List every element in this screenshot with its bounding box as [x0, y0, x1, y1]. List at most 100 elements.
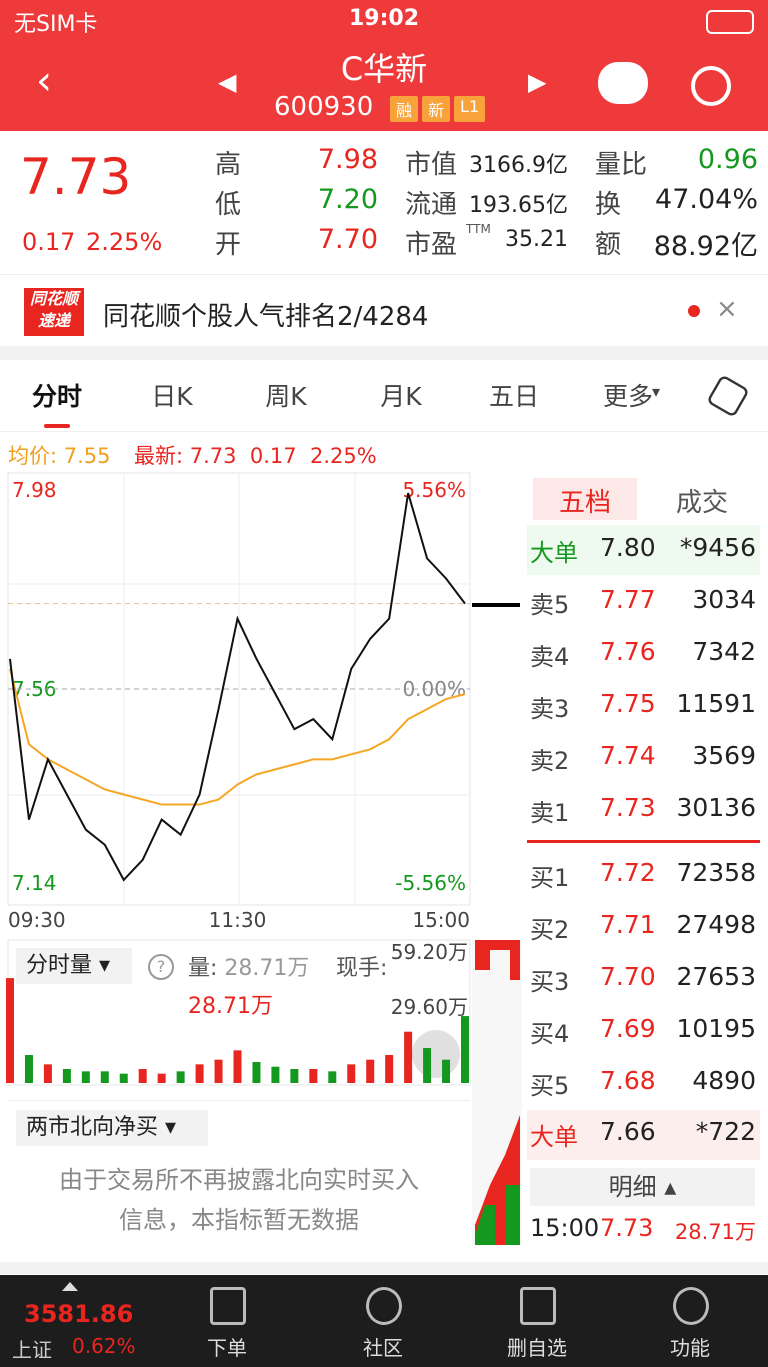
tab-selected-bg [533, 478, 637, 520]
volume-bar [442, 1059, 451, 1083]
selector-label: 分时量 [26, 953, 93, 978]
x-tick-label: 09:30 [8, 908, 66, 932]
prev-stock[interactable]: ◀ [218, 68, 237, 96]
book-label: 大单 [530, 539, 578, 567]
logo-top: 同花顺 [29, 289, 78, 308]
detail-toggle[interactable]: 明细 ▴ [530, 1168, 755, 1206]
news-close[interactable]: × [716, 294, 738, 324]
book-price: 7.66 [600, 1117, 656, 1146]
volume-bar [119, 1073, 128, 1083]
next-stock[interactable]: ▶ [528, 68, 547, 96]
y-tick-label: 7.98 [12, 478, 57, 502]
stat-label: 高 [215, 150, 242, 180]
avg-label: 均价: [8, 444, 58, 468]
north-title: 两市北向净买 [26, 1115, 159, 1140]
news-dot [688, 305, 700, 317]
index-pct: 0.62% [72, 1334, 136, 1358]
book-tab[interactable]: 成交 [675, 488, 728, 518]
help-icon[interactable]: ? [148, 954, 174, 980]
book-volume: *722 [695, 1117, 756, 1146]
book-volume: 27498 [676, 910, 756, 939]
divider [0, 274, 768, 275]
tab[interactable]: 日K [151, 382, 193, 411]
book-price: 7.75 [600, 689, 656, 718]
volume-bar [347, 1064, 356, 1083]
volume-bar [233, 1050, 242, 1083]
north-selector[interactable]: 两市北向净买 ▾ [16, 1110, 208, 1146]
latest-change: 0.17 [249, 444, 297, 468]
bigorder-bg [527, 1110, 760, 1160]
price-frame [7, 472, 471, 906]
avg-value: 7.55 [63, 444, 111, 468]
book-tab[interactable]: 五档 [558, 488, 611, 518]
volume-selector[interactable]: 分时量 ▾ [16, 948, 132, 984]
latest-value: 7.73 [189, 444, 237, 468]
index-value[interactable]: 3581.86 [24, 1300, 134, 1328]
volume-bar [423, 1048, 432, 1083]
nav-label[interactable]: 社区 [363, 1336, 403, 1360]
trade-volume: 28.71万 [674, 1220, 756, 1244]
news-text[interactable]: 同花顺个股人气排名2/4284 [103, 302, 429, 332]
book-volume: 27653 [676, 962, 756, 991]
fullscreen-button[interactable] [412, 1030, 460, 1078]
stat-value: 193.65亿 [469, 193, 568, 218]
book-price: 7.72 [600, 858, 656, 887]
carrier: 无SIM卡 [14, 12, 98, 37]
trade-price: 7.73 [600, 1214, 654, 1242]
volume-bar [214, 1059, 223, 1083]
tab[interactable]: 分时 [31, 382, 82, 411]
stat-value: 7.98 [317, 144, 378, 175]
volume-info: 量: 28.71万 [188, 950, 309, 982]
stat-value: 35.21 [505, 227, 568, 252]
tab[interactable]: 更多 [602, 382, 653, 411]
volume-bar [100, 1071, 109, 1083]
volume-bar [157, 1073, 166, 1083]
y-tick-label: 59.20万 [391, 940, 468, 964]
nav-label[interactable]: 下单 [207, 1336, 247, 1360]
volume-bar [81, 1071, 90, 1083]
settings-icon[interactable] [706, 374, 750, 418]
robot-icon[interactable] [598, 62, 648, 104]
stat-value: 7.70 [317, 224, 378, 255]
volume-bar [290, 1069, 299, 1083]
stock-name: C华新 [340, 50, 428, 88]
tab[interactable]: 月K [380, 382, 422, 411]
badges: 融新 L1 [390, 96, 486, 122]
news-logo: 同花顺 速递 [24, 288, 84, 336]
expand-icon[interactable] [62, 1282, 78, 1291]
message-line: 信息，本指标暂无数据 [119, 1206, 359, 1234]
book-price: 7.73 [600, 793, 656, 822]
book-divider [527, 840, 760, 843]
divider [0, 431, 768, 432]
gap [0, 346, 768, 360]
nav-icon[interactable] [520, 1287, 556, 1325]
book-volume: 30136 [676, 793, 756, 822]
tick-decor [475, 940, 520, 980]
dropdown-arrow: ▾ [652, 382, 661, 401]
x-tick-label: 15:00 [412, 908, 470, 932]
book-volume: 4890 [692, 1066, 756, 1095]
nav-label[interactable]: 删自选 [507, 1336, 567, 1360]
tab[interactable]: 周K [265, 382, 307, 411]
index-name: 上证 [12, 1338, 52, 1362]
stat-label: 换 [595, 190, 622, 220]
book-price: 7.68 [600, 1066, 656, 1095]
nav-icon[interactable] [210, 1287, 246, 1325]
nav-icon[interactable] [673, 1287, 709, 1325]
latest-info: 最新: 7.73 0.17 2.25% [134, 440, 377, 470]
logo-bottom: 速递 [37, 311, 70, 330]
nav-icon[interactable] [366, 1287, 402, 1325]
volume-bar [24, 1055, 33, 1083]
volume-bar [62, 1069, 71, 1083]
tab[interactable]: 五日 [488, 382, 539, 411]
volume-bar [195, 1064, 204, 1083]
book-label: 卖1 [530, 799, 570, 827]
price: 7.73 [20, 148, 132, 206]
gap [0, 1262, 768, 1274]
y2-tick-label: -5.56% [395, 871, 466, 895]
stat-label: 市值 [405, 150, 458, 180]
back[interactable]: ‹ [36, 58, 52, 104]
y-tick-label: 7.56 [12, 677, 57, 701]
nav-label[interactable]: 功能 [670, 1336, 710, 1360]
search-icon[interactable] [691, 66, 731, 106]
